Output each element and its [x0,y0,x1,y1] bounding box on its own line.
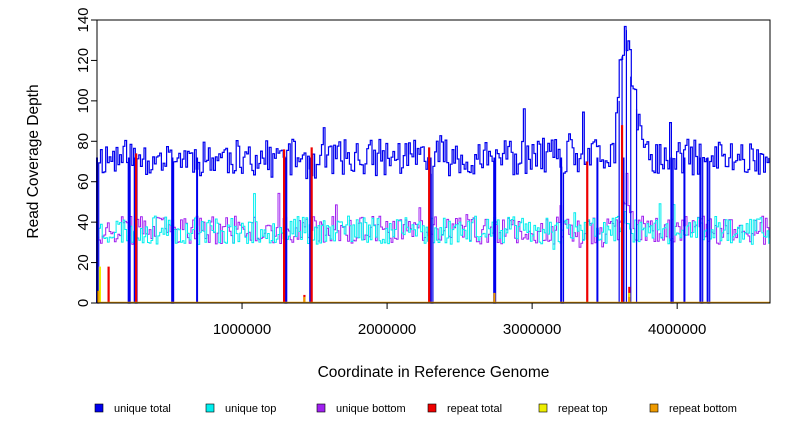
x-tick-label: 3000000 [503,321,561,338]
x-tick-label: 2000000 [358,321,416,338]
series-repeat-total [107,125,631,303]
series-line [97,25,770,304]
legend-label: repeat total [447,403,502,415]
legend-label: repeat bottom [669,403,737,415]
y-tick-label: 20 [75,254,92,271]
legend-swatch [94,403,104,413]
legend-swatch [316,403,326,413]
legend: unique total unique top unique bottom repea… [94,403,737,415]
y-tick-label: 40 [75,214,92,231]
y-tick-label: 120 [75,48,92,73]
plot-frame [96,19,771,304]
legend-item: unique bottom [316,403,406,415]
legend-label: unique total [114,403,171,415]
y-tick-label: 140 [75,7,92,32]
y-axis-title: Read Coverage Depth [25,84,42,238]
legend-item: unique top [205,403,276,415]
y-tick-label: 80 [75,133,92,150]
legend-item: repeat top [538,403,608,415]
x-axis-title: Coordinate in Reference Genome [318,364,550,381]
y-tick-label: 60 [75,173,92,190]
y-axis: 0 20 40 60 80 100 120 140 [75,7,97,307]
x-tick-label: 4000000 [648,321,706,338]
y-tick-label: 0 [75,299,92,307]
legend-label: unique top [225,403,276,415]
legend-swatch [205,403,215,413]
legend-item: repeat total [427,403,502,415]
legend-label: unique bottom [336,403,406,415]
x-tick-label: 1000000 [213,321,271,338]
legend-item: repeat bottom [649,403,737,415]
legend-swatch [538,403,548,413]
legend-swatch [649,403,659,413]
legend-label: repeat top [558,403,608,415]
legend-item: unique total [94,403,171,415]
legend-swatch [427,403,437,413]
x-axis: 1000000 2000000 3000000 4000000 [213,303,706,338]
y-tick-label: 100 [75,88,92,113]
